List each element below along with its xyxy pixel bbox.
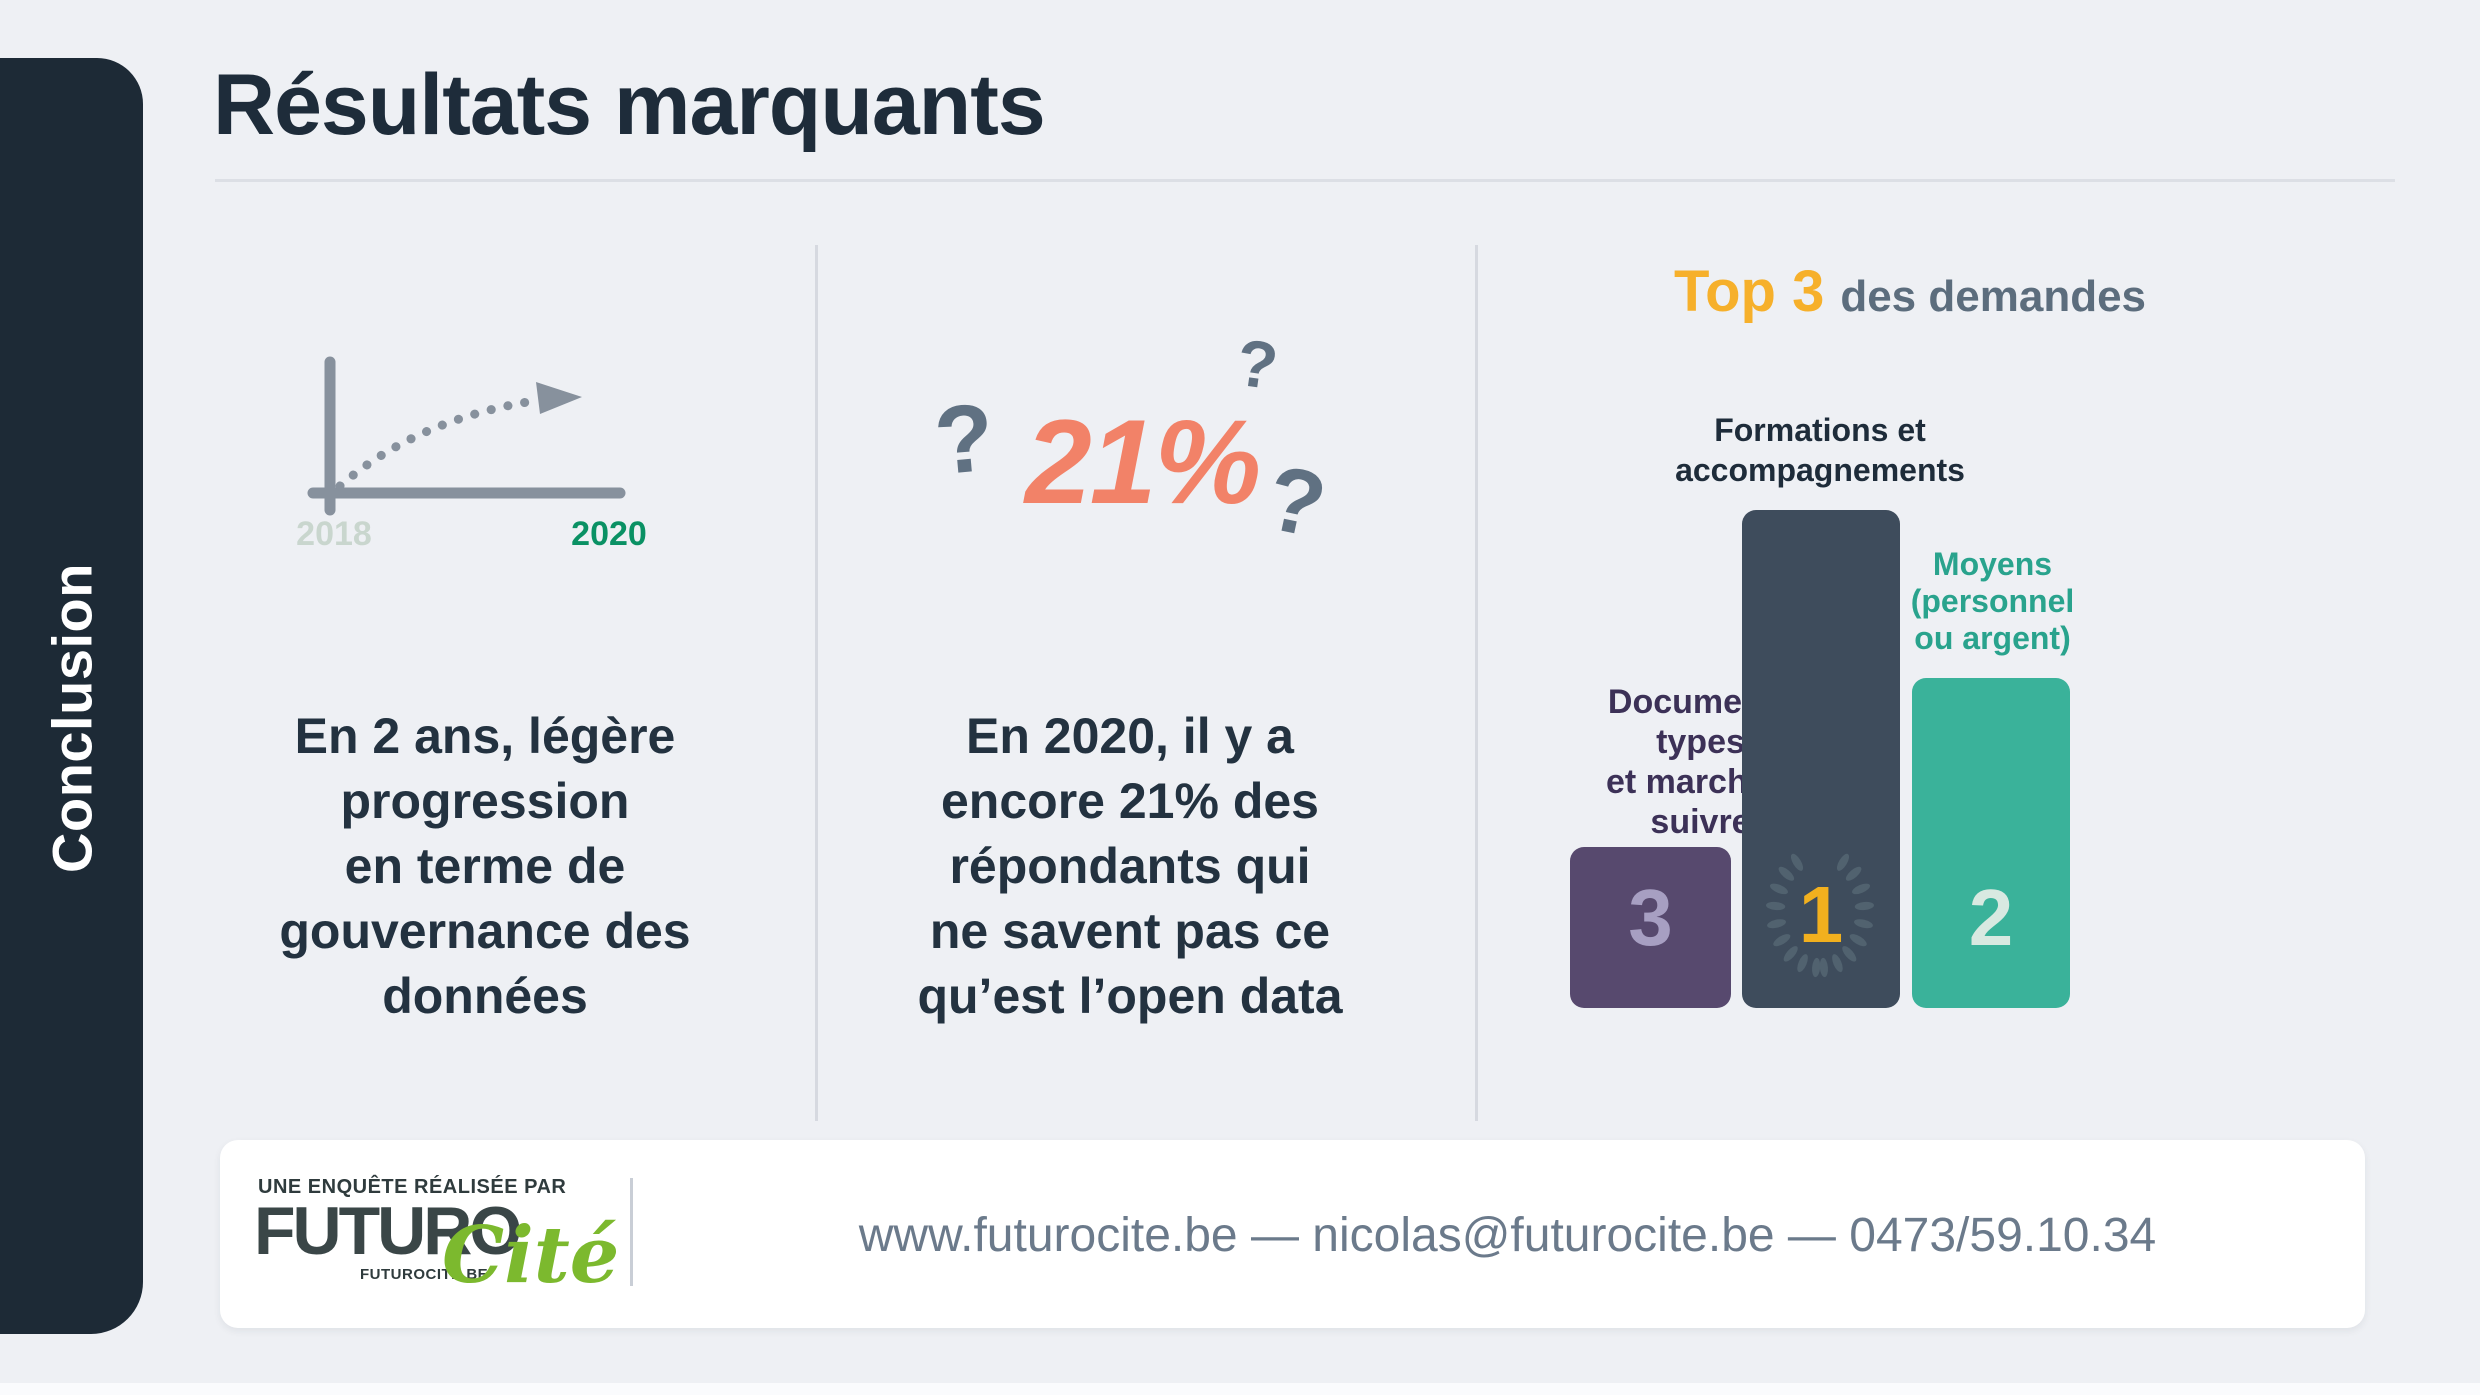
top3-heading: Top 3 des demandes — [1620, 258, 2200, 325]
year-start-label: 2018 — [296, 515, 372, 553]
podium-bar-rank3 — [1570, 847, 1731, 1008]
laurel-wreath-icon — [1766, 853, 1874, 978]
trend-chart-icon — [307, 356, 626, 516]
futurocite-logo-cite: Cité — [442, 1210, 620, 1301]
title-divider — [215, 179, 2395, 182]
progress-caption: En 2 ans, légère progression en terme de go… — [279, 708, 691, 1024]
logo-url-small: FUTUROCITE.BE — [360, 1266, 489, 1283]
sidebar-label: Conclusion — [40, 563, 103, 873]
logo-eyebrow: UNE ENQUÊTE RÉALISÉE PAR — [258, 1176, 567, 1198]
top3-subtitle: des demandes — [1840, 272, 2147, 321]
footer-contact: www.futurocite.be — nicolas@futurocite.b… — [858, 1209, 2157, 1262]
podium-label-moyens: Moyens (personnel ou argent) — [1910, 546, 2075, 656]
page-title: Résultats marquants — [213, 57, 1046, 153]
podium-rank-2: 2 — [1968, 873, 2014, 962]
column-divider-2 — [1475, 245, 1478, 1121]
question-mark-icon: ? — [1232, 324, 1283, 404]
footer-logo-divider — [630, 1178, 633, 1286]
podium-rank-3: 3 — [1628, 873, 1673, 962]
footer-card — [220, 1140, 2365, 1328]
futurocite-logo: FUTURO — [254, 1193, 522, 1269]
podium-label-formations: Formations et accompagnements — [1675, 412, 1965, 488]
slide-bottom-edge — [0, 1383, 2480, 1395]
stat-21-percent: 21% — [1025, 395, 1261, 529]
awareness-caption: En 2020, il y a encore 21% des répondants … — [917, 708, 1343, 1024]
question-mark-icon: ? — [1258, 446, 1335, 558]
year-end-label: 2020 — [571, 515, 647, 553]
podium-rank-1: 1 — [1798, 870, 1844, 959]
column-divider-1 — [815, 245, 818, 1121]
sidebar-conclusion-tab: Conclusion — [0, 58, 143, 1334]
question-mark-icon: ? — [930, 383, 999, 496]
top3-highlight: Top 3 — [1673, 259, 1825, 324]
podium-bar-rank2 — [1912, 678, 2070, 1008]
